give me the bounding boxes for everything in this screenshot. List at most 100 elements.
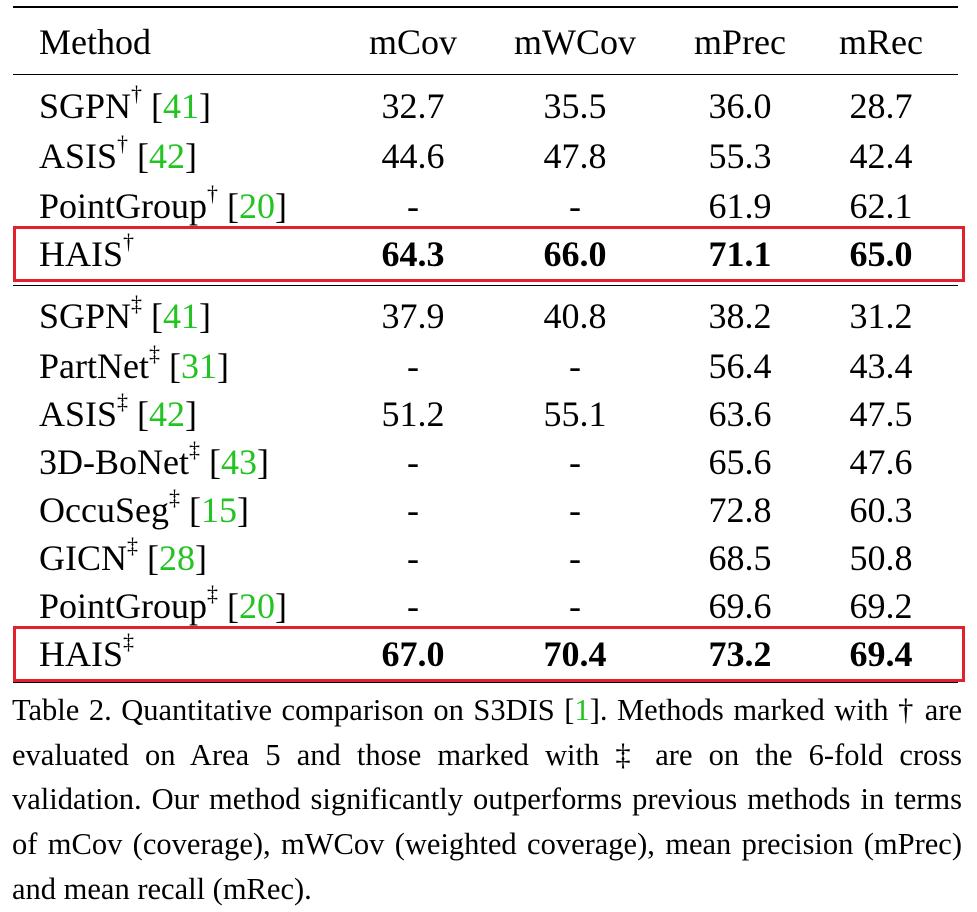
table-cell-mcov: - [407, 490, 419, 530]
method-ref: 41 [163, 86, 200, 126]
table-cell-mrec: 69.4 [849, 634, 913, 674]
method-name: ASIS [39, 136, 118, 176]
table-cell-mrec: 62.1 [849, 186, 913, 226]
table-cell-mprec: 63.6 [708, 394, 772, 434]
table-cell-mrec: 47.5 [849, 394, 913, 434]
table-cell-mcov: - [407, 346, 419, 386]
method-name: PointGroup [39, 186, 208, 226]
table-cell-mwcov: - [569, 442, 581, 482]
table-cell-mwcov: 40.8 [543, 296, 607, 336]
method-name: GICN [39, 538, 127, 578]
table-cell-mprec: 55.3 [708, 136, 772, 176]
group-divider-rule [13, 285, 958, 286]
method-name: PartNet [39, 346, 149, 386]
table-cell-mprec: 71.1 [708, 234, 772, 274]
method-name: HAIS [39, 234, 124, 274]
method-name: PointGroup [39, 586, 208, 626]
table-cell-mwcov: 70.4 [543, 634, 607, 674]
table-row-method: 3D-BoNet‡ [43] [39, 437, 269, 483]
method-mark: ‡ [127, 533, 138, 558]
table-row-method: PointGroup‡ [20] [39, 581, 288, 627]
table-cell-mcov: - [407, 538, 419, 578]
highlight-box-6fold [13, 626, 965, 682]
table-cell-mrec: 43.4 [849, 346, 913, 386]
table-cell-mprec: 36.0 [708, 86, 772, 126]
table-cell-mwcov: 55.1 [543, 394, 607, 434]
method-mark: † [123, 229, 135, 254]
table-cell-mcov: 67.0 [381, 634, 445, 674]
caption-after: ]. Methods marked with † are evaluated o… [12, 693, 962, 906]
table-cell-mwcov: - [569, 186, 581, 226]
method-mark: ‡ [168, 485, 180, 510]
top-rule [13, 6, 958, 8]
method-ref: 42 [149, 394, 186, 434]
table-cell-mprec: 38.2 [708, 296, 772, 336]
caption-before: Table 2. Quantitative comparison on S3DI… [12, 693, 575, 727]
table-cell-mcov: 64.3 [381, 234, 445, 274]
method-name: OccuSeg [39, 490, 169, 530]
table-cell-mrec: 60.3 [849, 490, 913, 530]
method-ref: 28 [159, 538, 195, 578]
method-mark: ‡ [117, 389, 129, 414]
method-mark: ‡ [148, 341, 160, 366]
table-cell-mrec: 65.0 [849, 234, 913, 274]
method-name: 3D-BoNet [39, 442, 189, 482]
method-name: SGPN [39, 296, 132, 336]
method-ref: 43 [220, 442, 257, 482]
table-row-method: ASIS‡ [42] [39, 389, 198, 435]
method-name: HAIS [39, 634, 124, 674]
header-rule [13, 74, 958, 75]
table-cell-mwcov: 47.8 [543, 136, 607, 176]
table-row-method: PartNet‡ [31] [39, 341, 229, 387]
table-cell-mcov: 51.2 [381, 394, 445, 434]
table-cell-mcov: 44.6 [381, 136, 445, 176]
table-cell-mwcov: - [569, 346, 581, 386]
table-cell-mrec: 50.8 [849, 538, 913, 578]
table-row-method: PointGroup† [20] [39, 181, 288, 227]
table-row-method: SGPN† [41] [39, 81, 212, 127]
table-cell-mwcov: - [569, 538, 581, 578]
method-name: SGPN [39, 86, 132, 126]
table-row-method: ASIS† [42] [39, 131, 198, 177]
header-mprec: mPrec [694, 22, 786, 62]
header-mcov: mCov [368, 22, 457, 62]
method-ref: 31 [180, 346, 217, 386]
table-row-method: GICN‡ [28] [39, 533, 207, 579]
table-cell-mrec: 28.7 [849, 86, 913, 126]
table-row-method: SGPN‡ [41] [39, 291, 212, 337]
method-mark: ‡ [123, 629, 135, 654]
method-mark: † [117, 131, 129, 156]
method-ref: 42 [149, 136, 186, 176]
table-cell-mcov: - [407, 442, 419, 482]
table-cell-mprec: 72.8 [708, 490, 772, 530]
method-ref: 41 [163, 296, 200, 336]
table-cell-mrec: 69.2 [849, 586, 913, 626]
table-row-method: HAIS† [39, 231, 134, 275]
table-cell-mwcov: - [569, 586, 581, 626]
table-cell-mcov: - [407, 586, 419, 626]
table-cell-mrec: 42.4 [849, 136, 913, 176]
bottom-rule [13, 682, 958, 683]
method-name: ASIS [39, 394, 118, 434]
table-cell-mcov: 37.9 [381, 296, 445, 336]
highlight-box-area5 [13, 226, 965, 282]
table-cell-mprec: 61.9 [708, 186, 772, 226]
table-row-method: OccuSeg‡ [15] [39, 485, 249, 531]
caption-ref: 1 [574, 693, 590, 727]
method-mark: † [131, 81, 143, 106]
header-mrec: mRec [839, 22, 923, 62]
header-mwcov: mWCov [514, 22, 636, 62]
table-cell-mprec: 69.6 [708, 586, 772, 626]
table-cell-mprec: 73.2 [708, 634, 772, 674]
method-mark: ‡ [207, 581, 219, 606]
method-ref: 15 [200, 490, 237, 530]
table-cell-mwcov: 35.5 [543, 86, 607, 126]
method-mark: ‡ [188, 437, 200, 462]
table-cell-mrec: 47.6 [849, 442, 913, 482]
method-ref: 20 [239, 186, 276, 226]
table-cell-mprec: 56.4 [708, 346, 772, 386]
table-cell-mwcov: 66.0 [543, 234, 607, 274]
method-mark: ‡ [131, 291, 143, 316]
table-cell-mprec: 68.5 [708, 538, 772, 578]
table-caption: Table 2. Quantitative comparison on S3DI… [12, 688, 962, 912]
